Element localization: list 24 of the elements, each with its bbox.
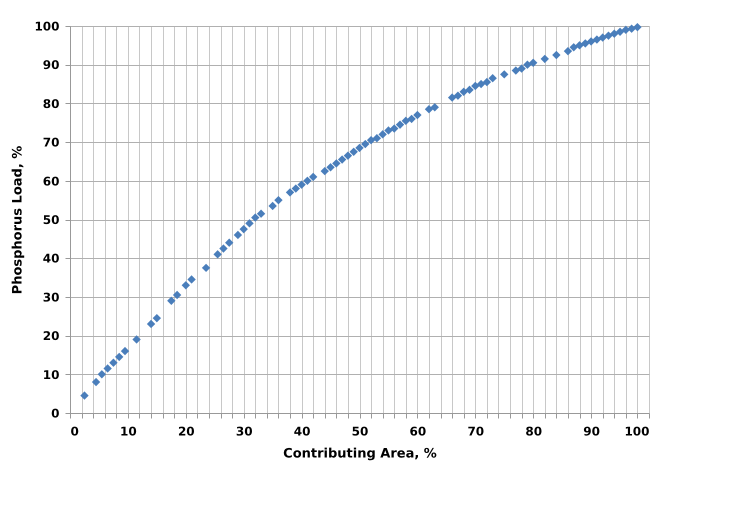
y-tick-label: 30 bbox=[42, 290, 60, 304]
x-tick-label: 0 bbox=[70, 424, 79, 438]
y-tick-label: 50 bbox=[42, 213, 60, 227]
x-tick-label: 40 bbox=[294, 424, 310, 438]
y-tick-label: 100 bbox=[34, 20, 60, 34]
x-tick-label: 20 bbox=[178, 424, 195, 438]
x-tick-label: 70 bbox=[467, 424, 484, 438]
x-tick-label: 90 bbox=[583, 424, 600, 438]
x-axis-title: Contributing Area, % bbox=[283, 446, 437, 462]
y-tick-label: 60 bbox=[42, 174, 60, 188]
y-tick-label: 80 bbox=[42, 96, 60, 111]
x-tick-label: 50 bbox=[352, 424, 368, 438]
x-tick-label: 30 bbox=[236, 424, 253, 438]
x-tick-label: 10 bbox=[120, 424, 137, 438]
y-tick-label: 40 bbox=[42, 252, 60, 266]
y-axis-title: Phosphorus Load, % bbox=[10, 146, 26, 294]
y-tick-label: 10 bbox=[42, 368, 60, 382]
y-tick-label: 90 bbox=[42, 58, 60, 72]
x-tick-label: 100 bbox=[624, 424, 650, 438]
x-tick-label: 80 bbox=[525, 424, 542, 438]
y-tick-label: 70 bbox=[42, 136, 60, 150]
x-tick-label: 60 bbox=[410, 424, 426, 438]
y-tick-label: 20 bbox=[42, 329, 60, 344]
y-tick-label: 0 bbox=[51, 406, 60, 420]
